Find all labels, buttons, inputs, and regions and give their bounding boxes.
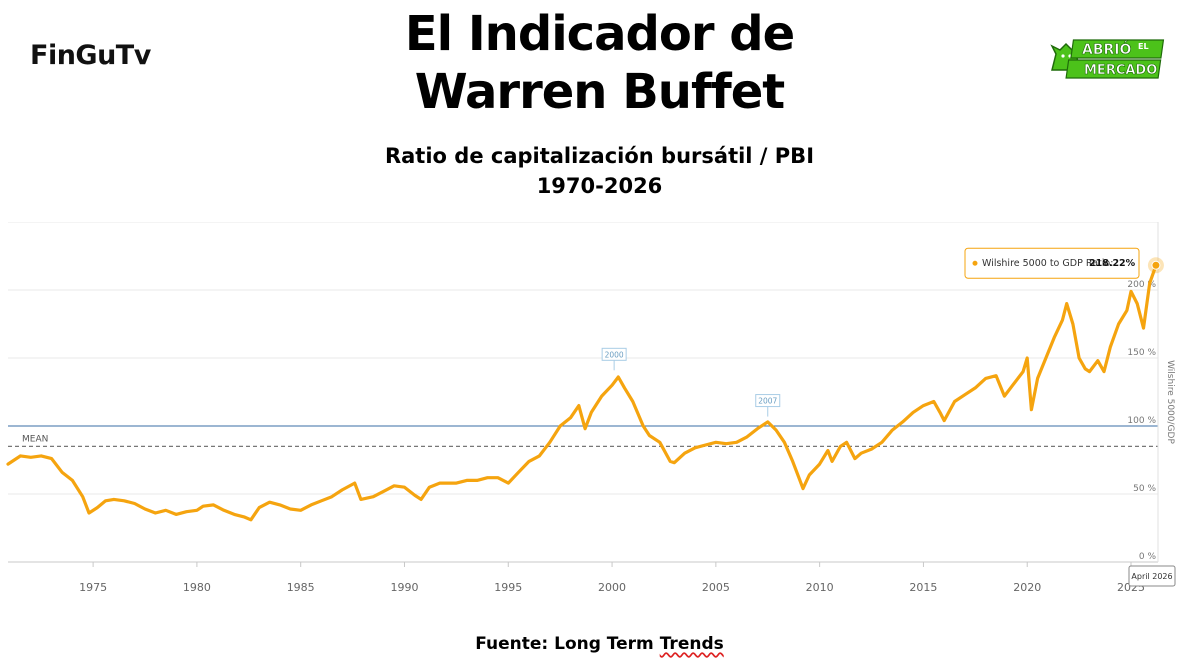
badge-small: EL [1138, 42, 1149, 51]
buffett-indicator-chart: MEAN 1975 1980 1985 1990 1995 2000 2005 2010 201… [6, 222, 1176, 594]
x-tick-label-1980: 1980 [183, 581, 211, 594]
x-tick-label-2010: 2010 [806, 581, 834, 594]
annotation-label-2007: 2007 [758, 397, 777, 406]
annotation-box-2007 [755, 394, 781, 408]
x-tick-label-2020: 2020 [1013, 581, 1041, 594]
chart-date-range: 1970-2026 [536, 174, 663, 198]
y-axis-title: Wilshire 5000/GDP [1165, 360, 1175, 444]
x-axis: 1975 1980 1985 1990 1995 2000 2005 2010 2015 2020… [79, 562, 1145, 594]
mean-label: MEAN [22, 434, 48, 444]
badge-line1: ABRIÓ [1082, 40, 1131, 58]
source-prefix: Fuente: Long Term [475, 634, 660, 654]
annotations: 2000 2007 [601, 347, 781, 417]
x-tick-label-1990: 1990 [390, 581, 418, 594]
y-tick-label-0: 0 % [1139, 552, 1157, 562]
x-tick-label-1975: 1975 [79, 581, 107, 594]
annotation-label-2000: 2000 [605, 350, 624, 359]
y-axis: 0 % 50 % 100 % 150 % 200 % [1127, 280, 1156, 562]
y-tick-label-50: 50 % [1133, 484, 1156, 494]
tooltip-value: 218.22% [1089, 258, 1136, 269]
hover-marker [1151, 260, 1161, 270]
crosshair-label: April 2026 [1128, 565, 1176, 587]
crosshair-date: April 2026 [1131, 572, 1172, 581]
fingutv-logo: FinGuTv [30, 40, 151, 71]
y-tick-label-100: 100 % [1127, 416, 1156, 426]
crosshair-box [1128, 565, 1176, 587]
y-tick-label-150: 150 % [1127, 348, 1156, 358]
series-line [6, 263, 1158, 522]
x-tick-label-2015: 2015 [909, 581, 937, 594]
source-credit: Fuente: Long Term Trends [0, 634, 1199, 654]
tooltip: Wilshire 5000 to GDP Ratio: 218.22% [964, 247, 1140, 279]
x-tick-label-1995: 1995 [494, 581, 522, 594]
source-underlined: Trends [659, 634, 724, 654]
chart-subtitle: Ratio de capitalización bursátil / PBI [384, 144, 815, 168]
page-title-line2: Warren Buffet [414, 64, 785, 120]
annotation-box-2000 [601, 347, 627, 361]
x-tick-label-2005: 2005 [702, 581, 730, 594]
tooltip-box [964, 247, 1140, 279]
tooltip-bullet [972, 260, 978, 266]
abrio-el-mercado-logo: ABRIÓ EL MERCADO [1050, 39, 1165, 79]
y-tick-label-200: 200 % [1127, 280, 1156, 290]
page-title-line1: El Indicador de [404, 6, 795, 62]
x-tick-label-2000: 2000 [598, 581, 626, 594]
badge-line2: MERCADO [1084, 63, 1157, 78]
x-tick-label-1985: 1985 [287, 581, 315, 594]
tooltip-label: Wilshire 5000 to GDP Ratio: [982, 258, 1113, 269]
